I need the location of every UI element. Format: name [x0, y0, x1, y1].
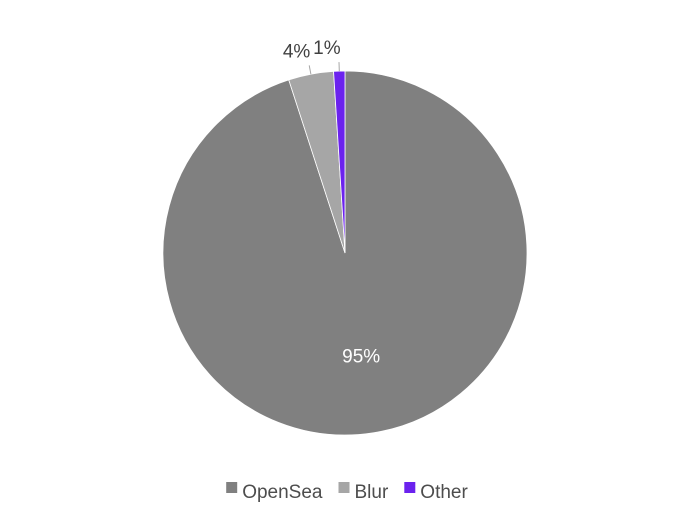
- legend-swatch-opensea: [226, 482, 238, 493]
- data-label-other: 1%: [313, 38, 341, 59]
- legend-label-opensea: OpenSea: [242, 482, 323, 503]
- legend: OpenSea Blur Other: [226, 482, 468, 503]
- legend-label-blur: Blur: [355, 482, 389, 503]
- pie-slices: [162, 70, 528, 436]
- leader-line-blur: [308, 65, 312, 75]
- data-label-blur: 4%: [283, 41, 311, 62]
- legend-swatch-blur: [338, 482, 350, 493]
- data-label-opensea: 95%: [342, 347, 380, 368]
- legend-label-other: Other: [420, 482, 468, 503]
- legend-swatch-other: [404, 482, 416, 493]
- leader-lines: [308, 62, 340, 75]
- data-labels: 95% 4% 1%: [283, 38, 380, 367]
